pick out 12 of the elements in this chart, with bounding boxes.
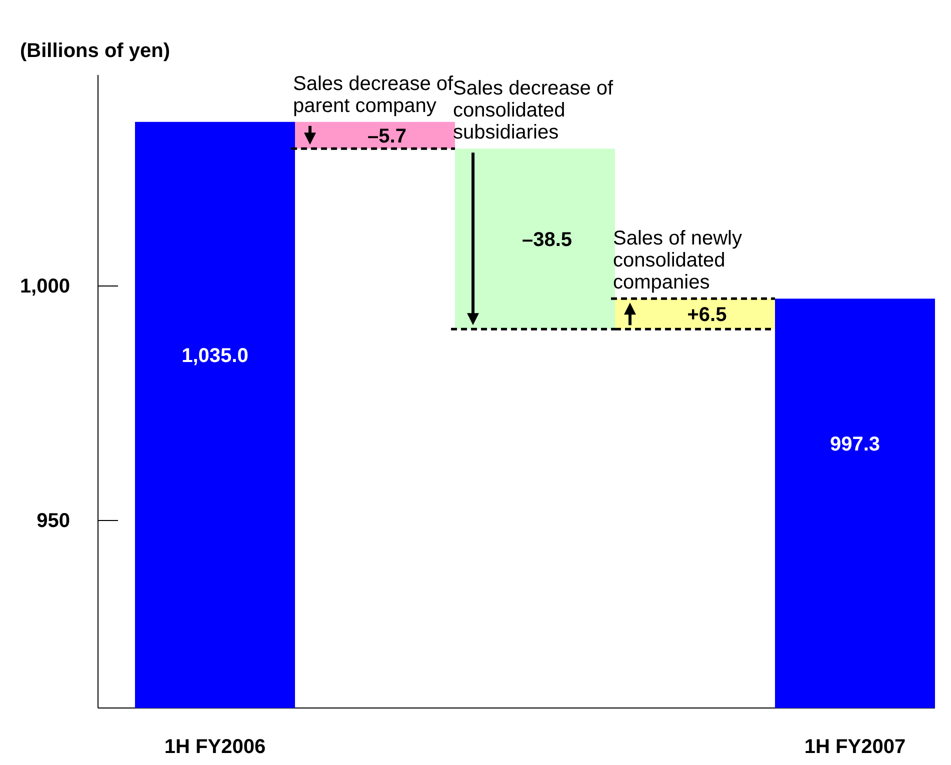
x-tick-label: 1H FY2006 [164,736,266,758]
annotation: Sales decrease of consolidated subsidiaries [453,78,614,144]
x-tick-label: 1H FY2007 [804,736,906,758]
y-axis-title: (Billions of yen) [20,40,170,62]
data-label: 1,035.0 [182,344,248,367]
data-label: 997.3 [830,433,880,456]
data-label: –38.5 [522,228,572,251]
annotation: Sales of newly consolidated companies [613,228,742,294]
data-label: –5.7 [368,125,406,148]
y-tick-label: 950 [36,510,70,532]
data-label: +6.5 [687,304,727,326]
y-tick-label: 1,000 [20,275,70,298]
